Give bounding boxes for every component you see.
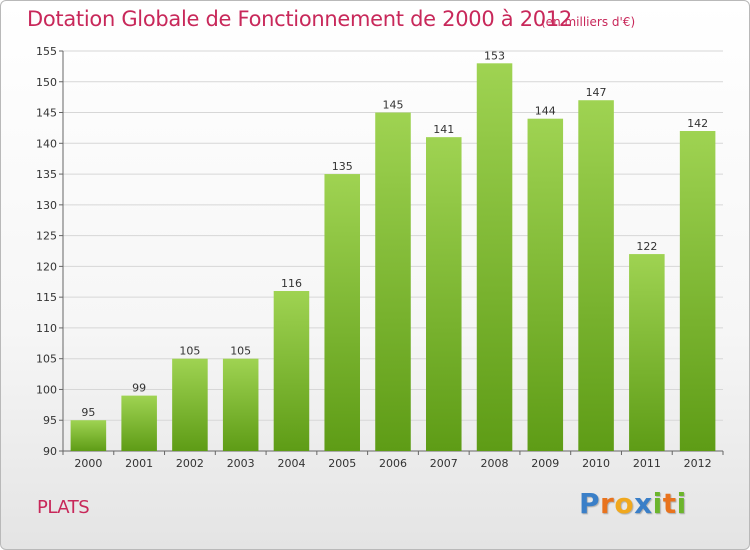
bar-2002 xyxy=(172,358,208,451)
logo-letter: i xyxy=(676,487,687,520)
logo-letter: r xyxy=(600,487,615,520)
y-tick-label: 120 xyxy=(36,260,57,273)
data-label-2010: 147 xyxy=(586,86,607,99)
commune-name: PLATS xyxy=(37,497,90,518)
data-label-2006: 145 xyxy=(383,99,404,112)
y-tick-label: 100 xyxy=(36,383,57,396)
logo-letter: t xyxy=(662,487,677,520)
bar-2000 xyxy=(70,420,107,451)
x-tick-label: 2009 xyxy=(531,457,559,470)
data-label-2007: 141 xyxy=(433,123,454,136)
bar-2009 xyxy=(527,118,564,451)
x-tick-label: 2008 xyxy=(481,457,509,470)
bar-2008 xyxy=(476,63,513,452)
data-label-2009: 144 xyxy=(535,105,556,118)
bar-2010 xyxy=(578,100,614,451)
bar-layer xyxy=(70,63,716,452)
data-label-2004: 116 xyxy=(281,277,302,290)
x-tick-label: 2004 xyxy=(277,457,305,470)
bar-2004 xyxy=(273,291,310,451)
x-tick-label: 2011 xyxy=(633,457,661,470)
y-tick-label: 130 xyxy=(36,199,57,212)
x-tick-label: 2012 xyxy=(684,457,712,470)
y-tick-label: 110 xyxy=(36,322,57,335)
logo-letter: x xyxy=(634,487,653,520)
data-label-2002: 105 xyxy=(179,345,200,358)
logo-letter: P xyxy=(579,487,601,520)
x-tick-label: 2000 xyxy=(74,457,102,470)
bar-2005 xyxy=(324,174,360,452)
logo-letter: i xyxy=(652,487,663,520)
y-tick-label: 135 xyxy=(36,168,57,181)
y-tick-label: 145 xyxy=(36,107,57,120)
bar-2003 xyxy=(222,358,259,451)
data-label-2003: 105 xyxy=(230,345,251,358)
bar-2011 xyxy=(629,254,665,451)
chart-title: Dotation Globale de Fonctionnement de 20… xyxy=(27,7,572,31)
y-tick-label: 105 xyxy=(36,353,57,366)
x-tick-label: 2003 xyxy=(227,457,255,470)
bar-2006 xyxy=(375,112,411,452)
proxiti-logo: Proxiti xyxy=(579,487,687,520)
x-tick-label: 2002 xyxy=(176,457,204,470)
label-layer: 90 95 100 105 110 115 120 125 130 135 140 145 150 155… xyxy=(36,45,712,470)
data-label-2011: 122 xyxy=(636,240,657,253)
data-label-2005: 135 xyxy=(332,160,353,173)
data-label-2001: 99 xyxy=(132,382,146,395)
bar-2012 xyxy=(679,131,716,451)
chart-subtitle: (en milliers d'€) xyxy=(541,15,636,29)
x-tick-label: 2010 xyxy=(582,457,610,470)
x-tick-label: 2007 xyxy=(430,457,458,470)
data-label-2008: 153 xyxy=(484,49,505,62)
y-tick-label: 115 xyxy=(36,291,57,304)
logo-letter: o xyxy=(614,487,635,520)
x-tick-label: 2006 xyxy=(379,457,407,470)
data-label-2012: 142 xyxy=(687,117,708,130)
y-tick-label: 150 xyxy=(36,76,57,89)
x-tick-label: 2005 xyxy=(328,457,356,470)
y-tick-label: 125 xyxy=(36,230,57,243)
y-tick-label: 155 xyxy=(36,45,57,58)
y-tick-label: 90 xyxy=(43,445,57,458)
data-label-2000: 95 xyxy=(81,406,95,419)
x-tick-label: 2001 xyxy=(125,457,153,470)
y-tick-label: 140 xyxy=(36,137,57,150)
bar-2007 xyxy=(426,137,462,451)
y-tick-label: 95 xyxy=(43,414,57,427)
bar-2001 xyxy=(121,395,157,451)
